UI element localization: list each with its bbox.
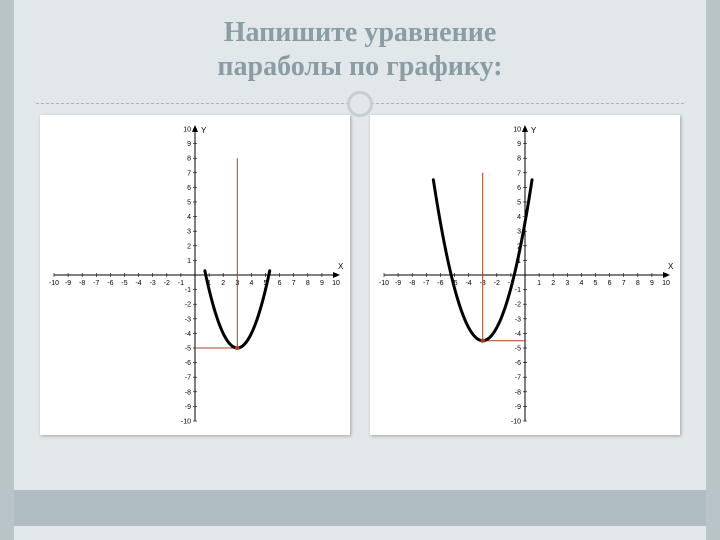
svg-text:-3: -3	[185, 316, 191, 323]
svg-text:3: 3	[517, 229, 521, 236]
svg-text:2: 2	[221, 280, 225, 287]
svg-text:-1: -1	[178, 280, 184, 287]
svg-text:-8: -8	[409, 280, 415, 287]
svg-text:Y: Y	[201, 126, 207, 135]
svg-text:1: 1	[537, 280, 541, 287]
svg-text:-2: -2	[494, 280, 500, 287]
svg-text:-9: -9	[185, 404, 191, 411]
right-chart-svg: -10 -9 -8 -7 -6 -5 -4 -3 -2 -1 1 2 3 4 5 6 7 8 9 10 -10 -9 -8 -…	[376, 121, 674, 429]
divider-circle-icon	[347, 91, 373, 117]
svg-text:9: 9	[320, 280, 324, 287]
svg-text:-4: -4	[135, 280, 141, 287]
svg-text:-9: -9	[65, 280, 71, 287]
svg-text:6: 6	[517, 185, 521, 192]
svg-text:-7: -7	[423, 280, 429, 287]
svg-text:9: 9	[650, 280, 654, 287]
svg-text:3: 3	[187, 229, 191, 236]
left-chart-svg: -10 -9 -8 -7 -6 -5 -4 -3 -2 -1 1 2 3 4 5 6 7 8 9 10 -10 -9 -8 -…	[46, 121, 344, 429]
svg-text:X: X	[668, 262, 674, 271]
svg-text:-1: -1	[185, 287, 191, 294]
svg-text:-4: -4	[185, 331, 191, 338]
svg-text:10: 10	[513, 127, 521, 134]
svg-text:6: 6	[278, 280, 282, 287]
svg-text:4: 4	[249, 280, 253, 287]
svg-text:5: 5	[187, 200, 191, 207]
svg-text:2: 2	[551, 280, 555, 287]
svg-text:-6: -6	[185, 360, 191, 367]
left-chart-panel: -10 -9 -8 -7 -6 -5 -4 -3 -2 -1 1 2 3 4 5 6 7 8 9 10 -10 -9 -8 -…	[40, 115, 350, 435]
svg-text:-3: -3	[515, 316, 521, 323]
svg-text:-6: -6	[437, 280, 443, 287]
svg-text:4: 4	[579, 280, 583, 287]
svg-text:-1: -1	[515, 287, 521, 294]
svg-text:7: 7	[187, 170, 191, 177]
svg-text:-5: -5	[515, 346, 521, 353]
svg-text:4: 4	[187, 214, 191, 221]
svg-text:6: 6	[608, 280, 612, 287]
svg-text:9: 9	[517, 141, 521, 148]
svg-text:-8: -8	[515, 389, 521, 396]
svg-text:5: 5	[594, 280, 598, 287]
svg-text:-2: -2	[185, 302, 191, 309]
slide: Напишите уравнение параболы по графику: …	[14, 0, 706, 540]
svg-text:7: 7	[292, 280, 296, 287]
svg-text:-8: -8	[79, 280, 85, 287]
svg-text:8: 8	[636, 280, 640, 287]
svg-text:-5: -5	[185, 346, 191, 353]
svg-text:X: X	[338, 262, 344, 271]
svg-text:-7: -7	[515, 375, 521, 382]
svg-text:7: 7	[622, 280, 626, 287]
svg-text:-9: -9	[515, 404, 521, 411]
svg-text:-8: -8	[185, 389, 191, 396]
svg-text:4: 4	[517, 214, 521, 221]
svg-text:3: 3	[565, 280, 569, 287]
svg-text:8: 8	[187, 156, 191, 163]
svg-text:1: 1	[187, 258, 191, 265]
svg-text:2: 2	[187, 243, 191, 250]
svg-text:10: 10	[183, 127, 191, 134]
svg-text:8: 8	[517, 156, 521, 163]
right-chart-panel: -10 -9 -8 -7 -6 -5 -4 -3 -2 -1 1 2 3 4 5 6 7 8 9 10 -10 -9 -8 -…	[370, 115, 680, 435]
svg-text:-7: -7	[93, 280, 99, 287]
svg-text:6: 6	[187, 185, 191, 192]
svg-text:-10: -10	[49, 280, 59, 287]
charts-row: -10 -9 -8 -7 -6 -5 -4 -3 -2 -1 1 2 3 4 5 6 7 8 9 10 -10 -9 -8 -…	[14, 115, 706, 435]
svg-text:-10: -10	[181, 419, 191, 426]
svg-text:-10: -10	[379, 280, 389, 287]
svg-text:-4: -4	[515, 331, 521, 338]
svg-text:-7: -7	[185, 375, 191, 382]
svg-text:Y: Y	[531, 126, 537, 135]
svg-text:-6: -6	[107, 280, 113, 287]
svg-text:-3: -3	[150, 280, 156, 287]
svg-text:-5: -5	[121, 280, 127, 287]
svg-text:5: 5	[517, 200, 521, 207]
svg-text:7: 7	[517, 170, 521, 177]
svg-text:10: 10	[332, 280, 340, 287]
svg-text:-10: -10	[511, 419, 521, 426]
title-divider	[14, 89, 706, 119]
svg-text:8: 8	[306, 280, 310, 287]
title-line-1: Напишите уравнение	[14, 16, 706, 50]
svg-text:-2: -2	[515, 302, 521, 309]
svg-text:-2: -2	[164, 280, 170, 287]
svg-text:-6: -6	[515, 360, 521, 367]
footer-bar	[14, 490, 706, 526]
svg-text:-9: -9	[395, 280, 401, 287]
title-line-2: параболы по графику:	[14, 50, 706, 84]
svg-text:-4: -4	[465, 280, 471, 287]
svg-text:9: 9	[187, 141, 191, 148]
slide-title: Напишите уравнение параболы по графику:	[14, 0, 706, 83]
svg-text:10: 10	[662, 280, 670, 287]
